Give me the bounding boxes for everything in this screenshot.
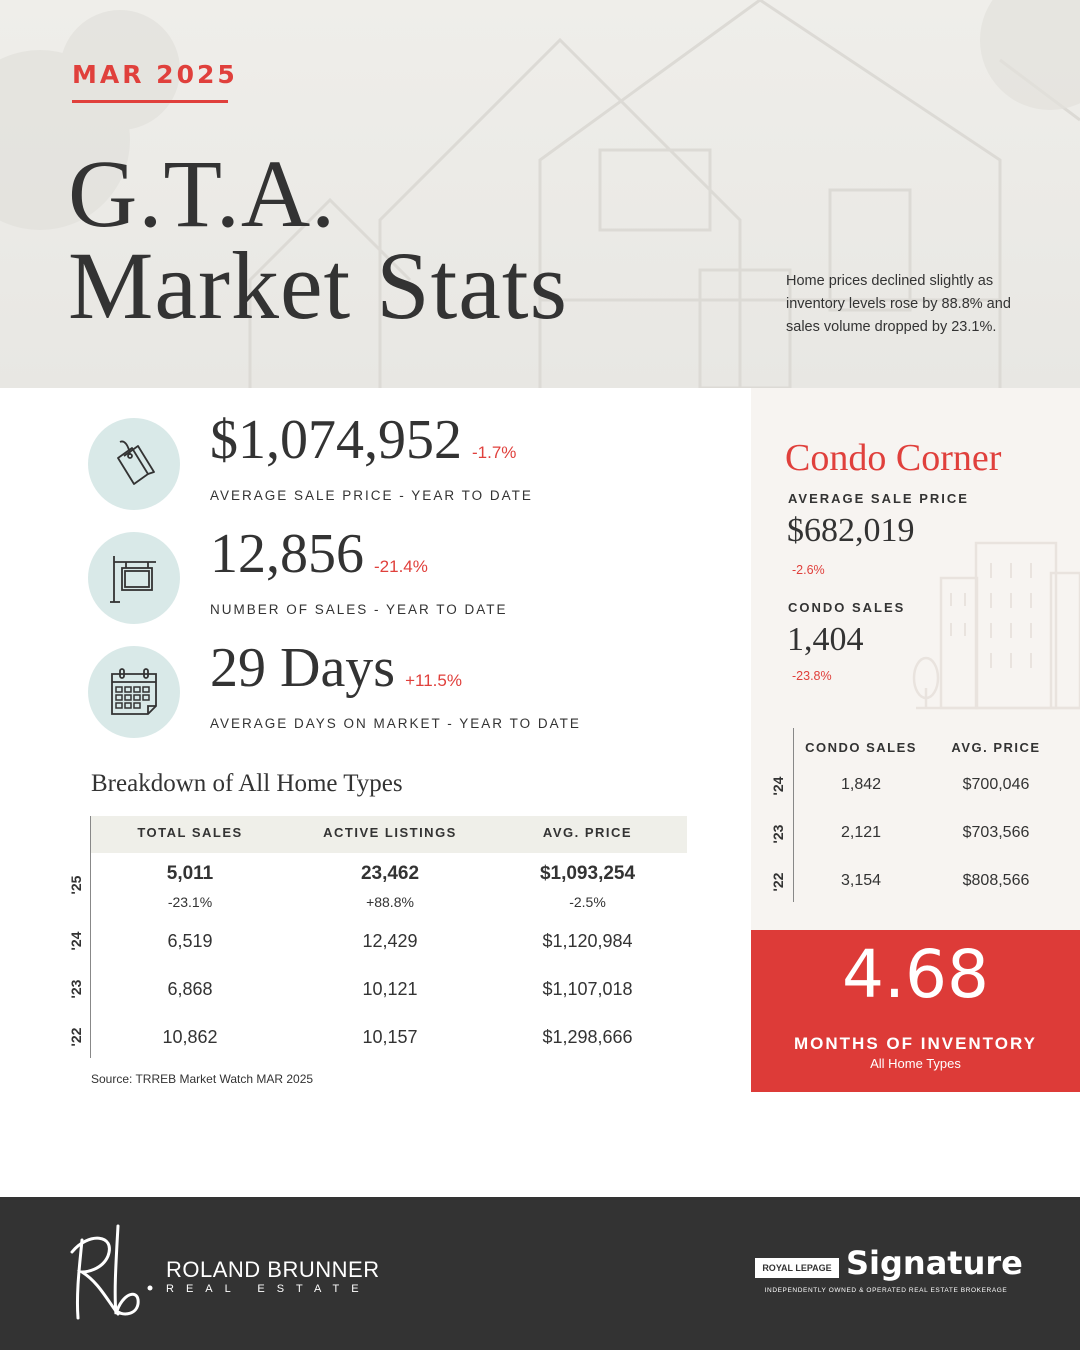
number-of-sales-change: -21.4% <box>374 557 428 576</box>
breakdown-table-header <box>91 816 687 853</box>
sale-sign-icon <box>88 532 180 624</box>
avg-price-cell: $1,093,254 <box>539 863 636 884</box>
stat-value-line: $1,074,952 -1.7% <box>210 408 516 472</box>
column-header-active-listings: ACTIVE LISTINGS <box>323 825 457 840</box>
months-of-inventory-panel: 4.68 MONTHS OF INVENTORY All Home Types <box>751 930 1080 1092</box>
report-month: MAR 2025 <box>72 60 238 89</box>
row-year-label: '22 <box>68 1027 84 1047</box>
condo-sales-cell: 3,154 <box>840 872 882 889</box>
brokerage-tagline: INDEPENDENTLY OWNED & OPERATED REAL ESTA… <box>764 1287 1008 1294</box>
market-summary: Home prices declined slightly as invento… <box>786 273 1011 335</box>
stat-value-line: 29 Days +11.5% <box>210 636 462 700</box>
month-underline <box>72 100 228 103</box>
condo-buildings-icon <box>912 541 1080 710</box>
condo-row-year-label: '22 <box>770 872 786 892</box>
royal-lepage-badge-text: ROYAL LEPAGE <box>762 1263 832 1273</box>
condo-table-divider <box>793 728 794 902</box>
average-sale-price-value: $1,074,952 <box>210 409 462 471</box>
price-tag-icon <box>88 418 180 510</box>
avg-price-change-cell: -2.5% <box>569 894 606 910</box>
total-sales-cell: 10,862 <box>162 1027 218 1047</box>
condo-corner-title: Condo Corner <box>785 437 1002 479</box>
days-on-market-value: 29 Days <box>210 637 396 699</box>
stat-average-sale-price: $1,074,952 -1.7% AVERAGE SALE PRICE - YEA… <box>88 409 708 514</box>
active-listings-cell: 23,462 <box>360 863 420 884</box>
row-year-label: '24 <box>68 931 84 951</box>
months-of-inventory-label: MONTHS OF INVENTORY <box>794 1034 1037 1053</box>
days-on-market-label: AVERAGE DAYS ON MARKET - YEAR TO DATE <box>210 716 581 731</box>
rb-monogram-logo <box>70 1224 153 1320</box>
column-header-avg-price: AVG. PRICE <box>542 825 633 840</box>
breakdown-title: Breakdown of All Home Types <box>91 770 403 797</box>
condo-column-header-avg-price: AVG. PRICE <box>951 740 1041 755</box>
title-line-1: G.T.A. <box>68 140 337 247</box>
brokerage-name: Signature <box>846 1244 1023 1282</box>
condo-row-year-label: '23 <box>770 824 786 844</box>
number-of-sales-label: NUMBER OF SALES - YEAR TO DATE <box>210 602 508 617</box>
total-sales-change-cell: -23.1% <box>167 894 213 910</box>
total-sales-cell: 6,868 <box>167 979 213 999</box>
days-on-market-change: +11.5% <box>405 671 462 690</box>
hero-banner: MAR 2025 G.T.A. Market Stats Home prices… <box>0 0 1080 388</box>
avg-price-cell: $1,120,984 <box>542 931 633 951</box>
footer <box>0 1197 1080 1350</box>
condo-corner-panel <box>751 388 1080 930</box>
active-listings-cell: 12,429 <box>362 931 418 951</box>
condo-avg-price-change: -2.6% <box>792 563 825 577</box>
row-year-label: '25 <box>68 875 84 895</box>
calendar-icon <box>88 646 180 738</box>
row-year-label: '23 <box>68 979 84 999</box>
total-sales-cell: 6,519 <box>167 931 213 951</box>
breakdown-table-divider <box>90 816 91 1058</box>
condo-sales-value: 1,404 <box>787 621 864 658</box>
stat-number-of-sales: 12,856 -21.4% NUMBER OF SALES - YEAR TO D… <box>88 523 708 628</box>
condo-sales-cell: 2,121 <box>840 824 882 841</box>
avg-price-cell: $1,298,666 <box>542 1027 633 1047</box>
total-sales-cell: 5,011 <box>166 863 214 884</box>
stat-value-line: 12,856 -21.4% <box>210 522 428 586</box>
source-note: Source: TRREB Market Watch MAR 2025 <box>91 1072 314 1086</box>
condo-avg-price-cell: $700,046 <box>962 776 1030 793</box>
months-of-inventory-sublabel: All Home Types <box>870 1056 961 1071</box>
agent-subtitle: REAL ESTATE <box>166 1283 371 1295</box>
condo-sales-cell: 1,842 <box>840 776 882 793</box>
active-listings-cell: 10,157 <box>362 1027 418 1047</box>
active-listings-change-cell: +88.8% <box>366 894 414 910</box>
number-of-sales-value: 12,856 <box>210 523 364 585</box>
agent-name: ROLAND BRUNNER <box>166 1257 380 1282</box>
months-of-inventory-value: 4.68 <box>842 936 989 1013</box>
royal-lepage-badge: ROYAL LEPAGE <box>755 1258 839 1278</box>
condo-sales-label: CONDO SALES <box>788 600 906 615</box>
avg-price-cell: $1,107,018 <box>542 979 633 999</box>
condo-row-year-label: '24 <box>770 776 786 796</box>
condo-avg-price-cell: $808,566 <box>962 872 1030 889</box>
condo-sales-change: -23.8% <box>792 669 832 683</box>
stat-days-on-market: 29 Days +11.5% AVERAGE DAYS ON MARKET - Y… <box>88 637 708 742</box>
condo-column-header-sales: CONDO SALES <box>805 740 917 755</box>
average-sale-price-label: AVERAGE SALE PRICE - YEAR TO DATE <box>210 488 533 503</box>
column-header-total-sales: TOTAL SALES <box>137 825 243 840</box>
active-listings-cell: 10,121 <box>362 979 418 999</box>
condo-avg-price-cell: $703,566 <box>962 824 1030 841</box>
title-line-2: Market Stats <box>68 232 568 339</box>
condo-avg-price-value: $682,019 <box>787 512 915 549</box>
average-sale-price-change: -1.7% <box>472 443 517 462</box>
condo-avg-price-label: AVERAGE SALE PRICE <box>788 491 969 506</box>
page-title: G.T.A. Market Stats <box>68 146 568 334</box>
